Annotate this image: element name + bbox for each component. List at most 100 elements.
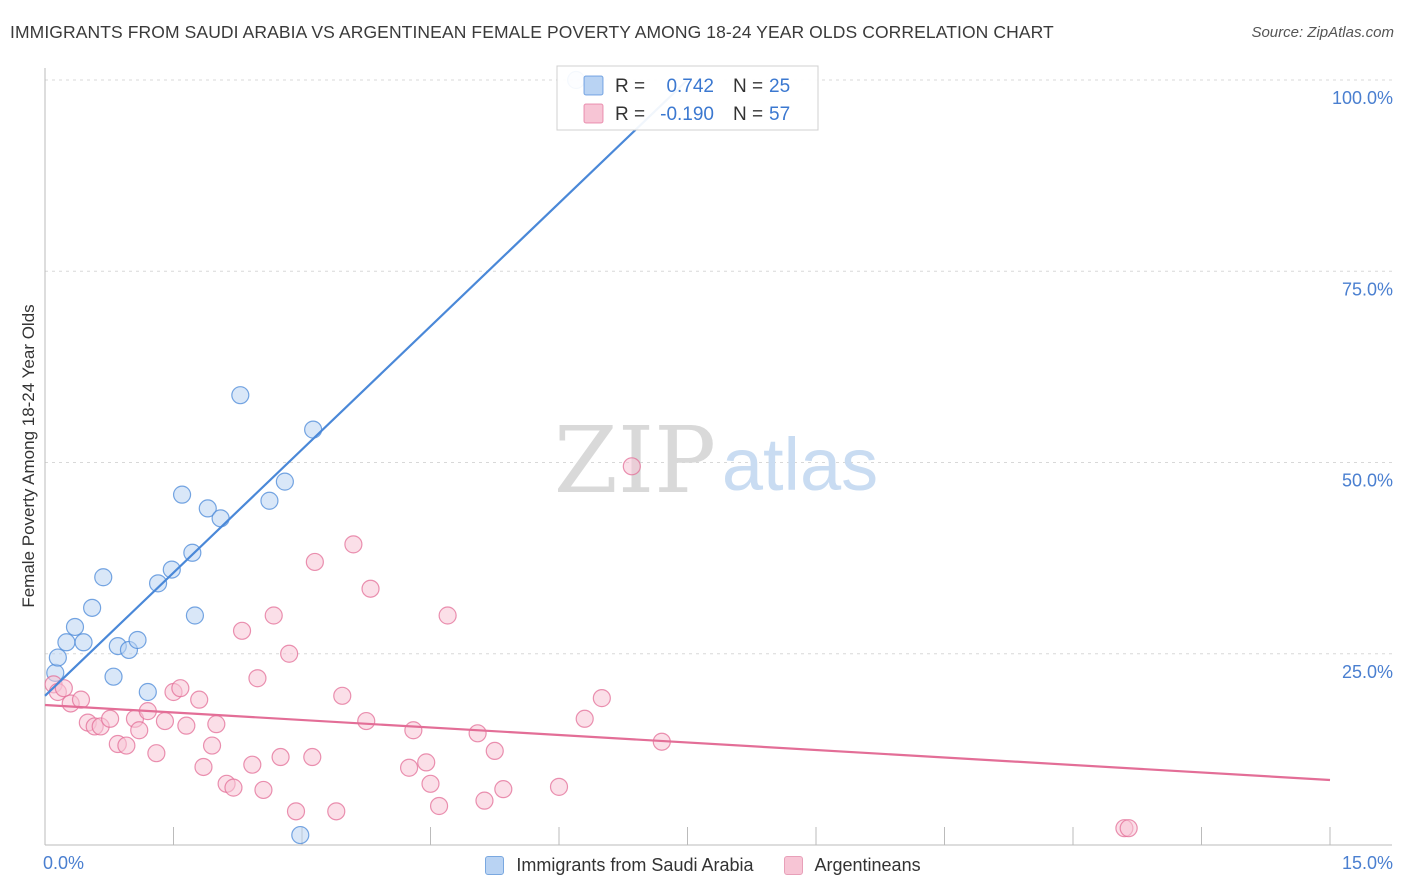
point-saudi-arabia xyxy=(183,543,202,562)
trend-line-argentineans xyxy=(44,703,1331,782)
legend-item-saudi-arabia[interactable]: Immigrants from Saudi Arabia xyxy=(485,854,754,876)
point-argentineans xyxy=(438,606,457,625)
point-argentineans xyxy=(171,679,190,698)
y-tick-label: 50.0% xyxy=(1342,471,1393,491)
point-argentineans xyxy=(130,721,149,740)
point-saudi-arabia xyxy=(148,574,168,593)
point-argentineans xyxy=(421,774,440,793)
legend-item-argentineans[interactable]: Argentineans xyxy=(783,854,921,876)
legend-label-saudi-arabia: Immigrants from Saudi Arabia xyxy=(516,854,754,875)
point-saudi-arabia xyxy=(128,630,147,650)
watermark-atlas: atlas xyxy=(722,423,878,506)
point-argentineans xyxy=(475,791,494,810)
legend-swatch-saudi-arabia xyxy=(485,855,505,875)
stats-legend: R = 0.742 N = 25 R = -0.190 N = 57 xyxy=(556,65,819,131)
stats-swatch xyxy=(583,103,604,124)
point-argentineans xyxy=(333,686,352,705)
point-saudi-arabia xyxy=(104,667,123,686)
point-argentineans xyxy=(361,579,380,598)
point-argentineans xyxy=(177,716,196,735)
point-argentineans xyxy=(280,644,299,663)
point-argentineans xyxy=(622,457,641,476)
point-saudi-arabia xyxy=(211,509,230,528)
point-argentineans xyxy=(155,711,175,731)
stats-n-value: 57 xyxy=(769,104,790,125)
point-argentineans xyxy=(147,744,166,763)
x-tick-label: 0.0% xyxy=(43,853,84,873)
y-tick-label: 25.0% xyxy=(1342,662,1393,682)
grid-lines xyxy=(45,79,1392,655)
point-saudi-arabia xyxy=(198,499,217,518)
point-saudi-arabia xyxy=(74,633,93,652)
stats-n-value: 25 xyxy=(769,76,790,97)
point-argentineans xyxy=(254,780,273,800)
y-tick-label: 75.0% xyxy=(1342,279,1393,299)
y-tick-label: 100.0% xyxy=(1332,88,1393,108)
point-argentineans xyxy=(344,535,363,554)
point-argentineans xyxy=(286,802,306,821)
point-saudi-arabia xyxy=(231,386,250,405)
point-argentineans xyxy=(485,741,504,761)
stats-swatch xyxy=(583,75,604,96)
point-argentineans xyxy=(190,690,209,709)
stats-r-value: 0.742 xyxy=(666,76,714,97)
point-argentineans xyxy=(592,689,611,708)
point-argentineans xyxy=(101,709,120,728)
stats-n-label: N = xyxy=(733,76,763,97)
point-argentineans xyxy=(224,778,243,797)
point-saudi-arabia xyxy=(162,560,181,579)
point-argentineans xyxy=(305,552,324,572)
point-saudi-arabia xyxy=(185,606,205,625)
point-saudi-arabia xyxy=(94,568,113,587)
point-argentineans xyxy=(468,724,487,743)
legend-label-argentineans: Argentineans xyxy=(814,854,921,875)
point-argentineans xyxy=(404,721,423,740)
point-saudi-arabia xyxy=(275,472,294,491)
tick-labels: 25.0% 50.0% 75.0% 100.0% 0.0% 15.0% xyxy=(43,88,1393,873)
point-saudi-arabia xyxy=(260,491,279,510)
point-saudi-arabia xyxy=(48,648,67,667)
point-argentineans xyxy=(207,715,226,734)
point-saudi-arabia xyxy=(65,617,85,637)
stats-n-label: N = xyxy=(733,104,763,125)
point-argentineans xyxy=(194,757,213,777)
source-label: Source: ZipAtlas.com xyxy=(1251,24,1394,41)
point-argentineans xyxy=(264,606,283,625)
point-argentineans xyxy=(232,621,252,640)
stats-r-value: -0.190 xyxy=(660,104,714,125)
legend-swatch-argentineans xyxy=(783,855,803,875)
point-argentineans xyxy=(399,758,419,777)
point-argentineans xyxy=(71,690,91,709)
series-legend: Immigrants from Saudi Arabia Argentinean… xyxy=(0,850,1406,880)
point-argentineans xyxy=(271,747,290,767)
point-argentineans xyxy=(494,780,513,799)
point-saudi-arabia xyxy=(57,633,76,652)
point-saudi-arabia xyxy=(83,598,102,617)
point-argentineans xyxy=(54,679,73,698)
point-saudi-arabia xyxy=(172,485,192,504)
point-argentineans xyxy=(429,796,449,816)
stats-r-label: R = xyxy=(615,104,645,125)
data-points xyxy=(44,70,1138,845)
point-argentineans xyxy=(357,711,376,731)
point-argentineans xyxy=(243,755,262,774)
axes xyxy=(44,68,1392,846)
trend-line-saudi-arabia xyxy=(44,79,689,697)
point-saudi-arabia xyxy=(304,420,323,439)
point-argentineans xyxy=(117,736,136,755)
point-argentineans xyxy=(303,747,322,767)
point-argentineans xyxy=(575,709,594,728)
point-argentineans xyxy=(248,669,267,688)
point-argentineans xyxy=(202,736,222,755)
chart-title: IMMIGRANTS FROM SAUDI ARABIA VS ARGENTIN… xyxy=(10,22,1054,42)
watermark: ZIP atlas xyxy=(554,407,878,514)
trend-lines xyxy=(44,79,1331,782)
point-argentineans xyxy=(549,777,569,796)
point-saudi-arabia xyxy=(291,825,310,845)
x-tick-label: 15.0% xyxy=(1342,853,1393,873)
point-argentineans xyxy=(327,802,346,821)
point-saudi-arabia xyxy=(138,682,157,702)
point-argentineans xyxy=(417,753,436,772)
stats-r-label: R = xyxy=(615,76,645,97)
